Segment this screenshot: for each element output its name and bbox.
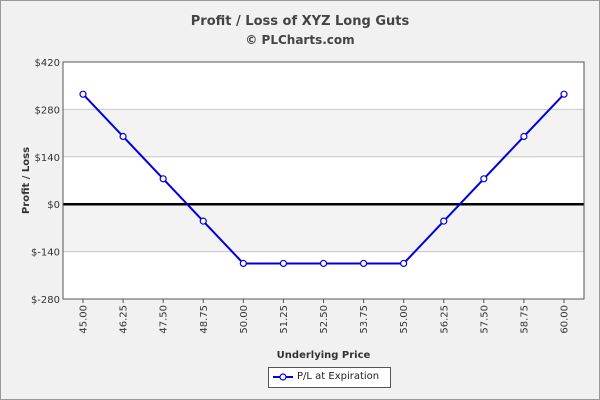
data-point — [520, 132, 528, 141]
data-point — [239, 259, 247, 268]
x-tick-label: 53.75 — [359, 305, 370, 334]
plot-area — [63, 62, 584, 299]
legend-swatch — [273, 373, 293, 381]
data-point — [279, 259, 288, 268]
chart-title: Profit / Loss of XYZ Long Guts — [190, 14, 410, 29]
data-point — [480, 175, 488, 183]
x-tick-label: 52.50 — [319, 305, 330, 334]
x-tick-label: 46.25 — [119, 305, 130, 334]
data-point — [159, 175, 167, 183]
y-axis-title: Profit / Loss — [21, 147, 32, 214]
y-tick-label: $0 — [47, 200, 60, 211]
y-tick-label: $-280 — [31, 295, 60, 306]
data-point — [79, 90, 87, 98]
y-tick-label: $420 — [35, 58, 60, 69]
chart-subtitle: © PLCharts.com — [245, 33, 355, 47]
data-point — [560, 90, 568, 98]
x-tick-label: 47.50 — [159, 305, 170, 334]
x-tick-label: 45.00 — [79, 305, 90, 334]
y-tick-label: $-140 — [31, 248, 60, 259]
data-point — [359, 259, 368, 268]
grid-band — [63, 204, 584, 252]
x-tick-label: 60.00 — [560, 305, 571, 334]
x-tick-label: 58.75 — [519, 305, 530, 334]
data-point — [440, 217, 448, 225]
y-tick-label: $280 — [35, 105, 60, 116]
grid-band — [63, 109, 584, 157]
data-point — [199, 217, 207, 225]
data-point — [400, 259, 408, 268]
legend-label: P/L at Expiration — [297, 371, 380, 382]
x-tick-label: 55.00 — [399, 305, 410, 334]
x-axis-title: Underlying Price — [277, 350, 371, 361]
data-point — [319, 259, 328, 268]
x-tick-label: 48.75 — [199, 305, 210, 334]
x-tick-label: 51.25 — [279, 305, 290, 334]
x-tick-label: 57.50 — [479, 305, 490, 334]
data-point — [119, 132, 127, 141]
y-tick-label: $140 — [35, 153, 60, 164]
x-tick-label: 50.00 — [239, 305, 250, 334]
x-tick-label: 56.25 — [439, 305, 450, 334]
chart-legend: P/L at Expiration — [268, 367, 391, 388]
